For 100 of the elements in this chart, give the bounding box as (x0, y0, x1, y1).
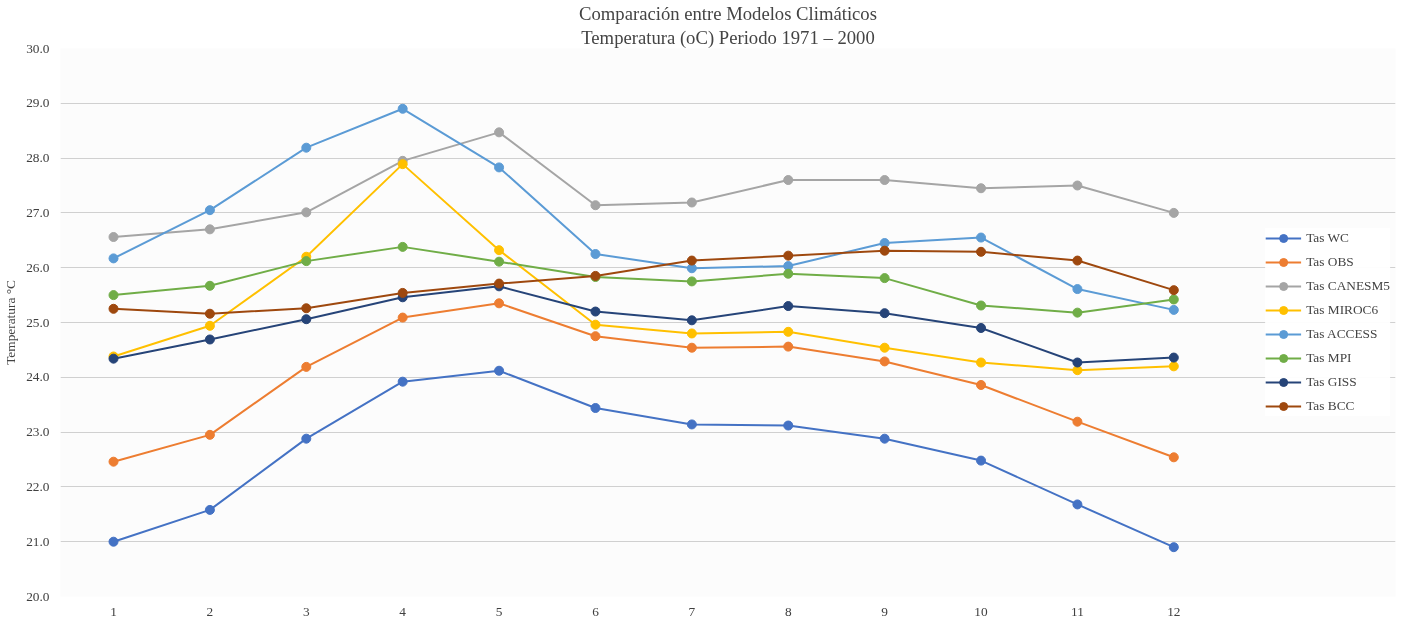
point (590, 306, 601, 317)
point (1168, 452, 1179, 463)
point (590, 200, 601, 211)
point (783, 268, 794, 279)
point (108, 456, 119, 467)
point (879, 308, 890, 319)
point (783, 420, 794, 431)
point (204, 429, 215, 440)
x-tick-label: 1 (110, 603, 117, 619)
point (1072, 284, 1083, 295)
legend-label: Tas MIROC6 (1306, 302, 1379, 318)
x-tick-label: 11 (1071, 603, 1084, 619)
point (686, 342, 697, 353)
point (783, 326, 794, 337)
point (494, 162, 505, 173)
point (1168, 304, 1179, 315)
y-tick-label: 29.0 (26, 95, 50, 111)
point (879, 342, 890, 353)
point (1072, 416, 1083, 427)
point (879, 433, 890, 444)
point (879, 356, 890, 367)
point (686, 315, 697, 326)
point (494, 256, 505, 267)
point (686, 263, 697, 274)
point (301, 207, 312, 218)
legend-label: Tas ACCESS (1306, 326, 1378, 342)
point (397, 241, 408, 252)
point (301, 303, 312, 314)
x-tick-label: 3 (302, 603, 310, 619)
point (590, 249, 601, 259)
legend-label: Tas BCC (1306, 398, 1355, 414)
point (108, 303, 119, 314)
y-tick-label: 27.0 (26, 204, 50, 220)
point (783, 250, 794, 261)
point (1168, 285, 1179, 296)
point (1168, 361, 1179, 372)
point (976, 246, 987, 257)
point (494, 245, 505, 256)
point (1168, 294, 1179, 305)
x-tick-label: 12 (1167, 603, 1181, 619)
point (1072, 307, 1083, 318)
point (204, 205, 215, 216)
point (976, 357, 987, 368)
point (879, 245, 890, 256)
point (590, 331, 601, 342)
legend-label: Tas GISS (1306, 374, 1357, 390)
point (397, 376, 408, 387)
point (301, 256, 312, 267)
point (204, 224, 215, 235)
y-tick-label: 23.0 (26, 424, 50, 440)
y-tick-label: 24.0 (26, 369, 50, 385)
y-axis-title: Temperatura °C (3, 280, 19, 365)
x-tick-label: 10 (974, 603, 989, 619)
point (976, 183, 987, 194)
point (976, 379, 987, 390)
legend-label: Tas OBS (1306, 254, 1354, 270)
point (204, 504, 215, 515)
point (301, 314, 312, 325)
point (590, 319, 601, 330)
y-tick-label: 30.0 (26, 40, 50, 56)
point (976, 455, 987, 466)
y-tick-label: 22.0 (26, 478, 50, 494)
y-tick-label: 21.0 (26, 533, 50, 549)
point (108, 536, 119, 547)
point (976, 300, 987, 311)
point (301, 142, 312, 153)
point (204, 280, 215, 291)
point (783, 341, 794, 352)
point (204, 334, 215, 345)
point (108, 290, 119, 301)
y-tick-label: 28.0 (26, 150, 50, 166)
point (397, 287, 408, 298)
x-tick-label: 2 (206, 603, 214, 619)
point (494, 127, 505, 138)
x-tick-label: 5 (495, 603, 503, 619)
point (686, 276, 697, 287)
chart-title: Comparación entre Modelos Climáticos (579, 2, 877, 24)
x-tick-label: 6 (592, 603, 600, 619)
point (1072, 499, 1083, 510)
point (494, 365, 505, 376)
x-tick-label: 4 (399, 603, 407, 619)
x-tick-label: 9 (881, 603, 889, 619)
y-tick-label: 25.0 (26, 314, 50, 330)
point (204, 320, 215, 331)
point (204, 308, 215, 319)
point (397, 312, 408, 323)
point (301, 433, 312, 444)
point (590, 403, 601, 413)
point (1072, 180, 1083, 191)
chart-subtitle: Temperatura (oC) Periodo 1971 – 2000 (581, 26, 875, 49)
point (976, 232, 987, 243)
point (879, 273, 890, 284)
point (686, 255, 697, 266)
point (783, 301, 794, 312)
point (1072, 255, 1083, 266)
point (1168, 542, 1179, 553)
y-tick-label: 20.0 (26, 588, 50, 604)
point (879, 175, 890, 186)
x-tick-label: 7 (688, 603, 696, 619)
point (686, 419, 697, 430)
